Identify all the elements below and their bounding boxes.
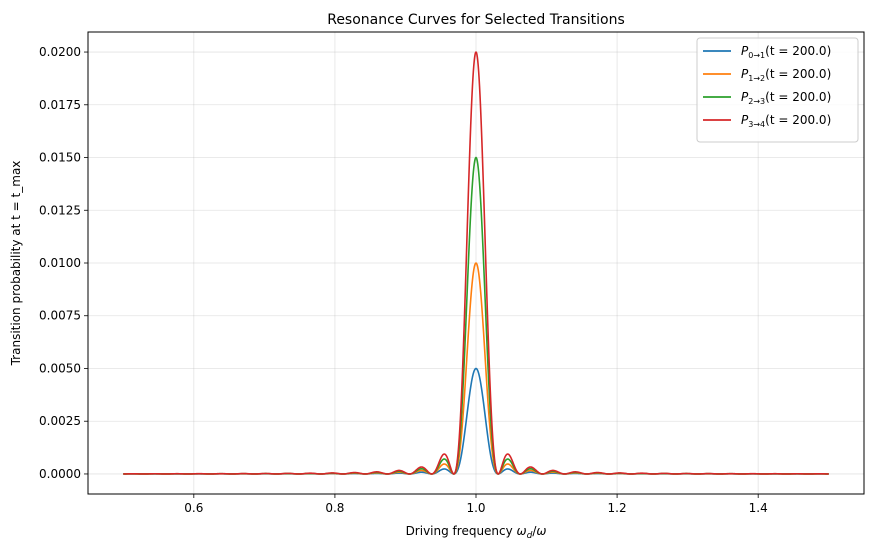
x-tick-label: 1.2 xyxy=(608,501,627,515)
x-tick-label: 0.6 xyxy=(184,501,203,515)
y-tick-label: 0.0025 xyxy=(39,414,81,428)
x-tick-label: 0.8 xyxy=(325,501,344,515)
series-layer xyxy=(122,51,830,475)
y-tick-label: 0.0075 xyxy=(39,309,81,323)
x-tick-label: 1.0 xyxy=(466,501,485,515)
x-tick-label: 1.4 xyxy=(749,501,768,515)
legend-label: P2→3(t = 200.0) xyxy=(741,90,831,106)
legend-frame xyxy=(696,37,859,143)
y-tick-label: 0.0125 xyxy=(39,203,81,217)
y-tick-label: 0.0100 xyxy=(39,256,81,270)
legend-label: P0→1(t = 200.0) xyxy=(741,44,831,60)
legend-label: P1→2(t = 200.0) xyxy=(741,67,831,83)
y-axis-ticks: 0.0000 0.0025 0.0050 0.0075 0.0100 0.0125 0.01… xyxy=(39,45,88,481)
y-tick-label: 0.0175 xyxy=(39,98,81,112)
x-axis-ticks: 0.6 0.8 1.0 1.2 1.4 xyxy=(184,494,768,515)
y-axis-label: Transition probability at t = t_max xyxy=(9,161,23,367)
y-tick-label: 0.0200 xyxy=(39,45,81,59)
legend-label: P3→4(t = 200.0) xyxy=(741,113,831,129)
series-line-3 xyxy=(122,51,830,475)
chart-title: Resonance Curves for Selected Transition… xyxy=(327,12,625,28)
y-tick-label: 0.0150 xyxy=(39,151,81,165)
y-tick-label: 0.0000 xyxy=(39,467,81,481)
x-axis-label: Driving frequency ωd/ω xyxy=(406,524,547,541)
legend: P0→1(t = 200.0) P1→2(t = 200.0) P2→3(t = 2… xyxy=(696,37,859,143)
y-tick-label: 0.0050 xyxy=(39,361,81,375)
